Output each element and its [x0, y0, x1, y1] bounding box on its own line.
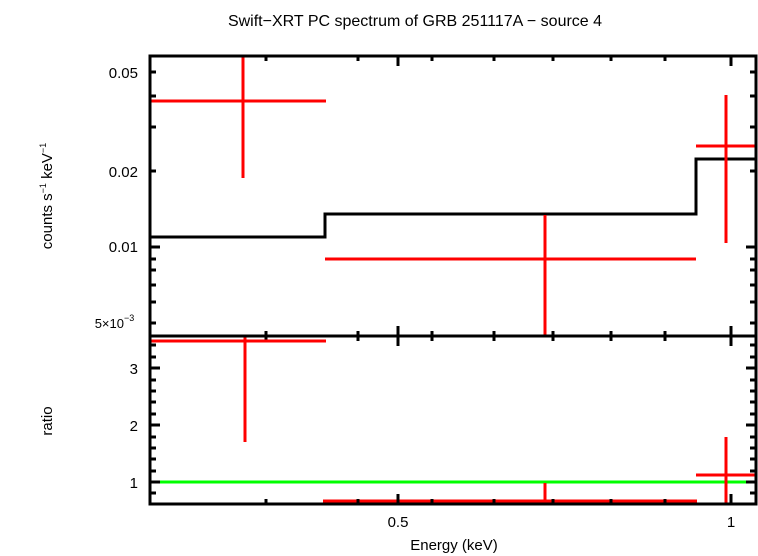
ytick-label-2: 2 [130, 418, 138, 435]
xtick-label-1: 1 [727, 514, 735, 531]
y-axis-label-counts: counts s−1 keV−1 [38, 143, 56, 249]
x-axis-label: Energy (keV) [410, 537, 498, 554]
plot-frames [148, 54, 758, 506]
ytick-label-0-05: 0.05 [109, 65, 138, 82]
ytick-label-1: 1 [130, 475, 138, 492]
model-step-line [150, 157, 756, 239]
ratio-panel: 3 2 1 ratio [39, 336, 756, 505]
spectrum-panel: 0.05 0.02 0.01 5×10 −3 counts s−1 keV−1 [38, 56, 756, 346]
y-axis-label-ratio: ratio [39, 406, 56, 435]
ytick-label-5e-3-exponent: −3 [124, 313, 134, 323]
ytick-label-0-01: 0.01 [109, 239, 138, 256]
ratio-points [150, 336, 756, 505]
ytick-label-5e-3: 5×10 [95, 316, 124, 331]
chart-title: Swift−XRT PC spectrum of GRB 251117A − s… [228, 13, 602, 30]
ytick-label-3: 3 [130, 361, 138, 378]
ytick-label-0-02: 0.02 [109, 164, 138, 181]
xtick-label-0-5: 0.5 [388, 514, 409, 531]
data-points [150, 56, 756, 336]
